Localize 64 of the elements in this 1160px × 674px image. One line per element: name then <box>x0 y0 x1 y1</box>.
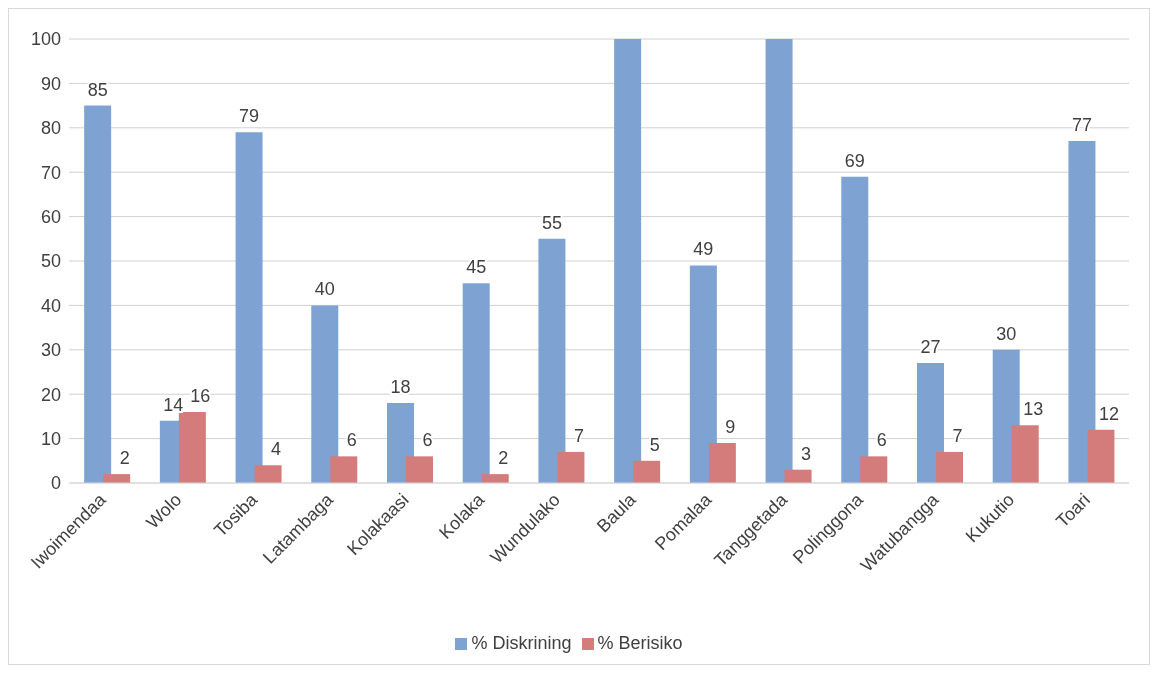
bar <box>708 443 736 483</box>
bar <box>765 39 793 483</box>
bar <box>936 451 963 483</box>
bar <box>481 474 509 483</box>
data-label: 6 <box>422 430 433 451</box>
data-label: 13 <box>1023 399 1044 420</box>
data-label: 27 <box>920 337 941 358</box>
data-label: 49 <box>693 239 714 260</box>
y-tick-label: 30 <box>40 340 61 361</box>
bar <box>1011 425 1039 483</box>
bar <box>103 474 131 483</box>
bar <box>254 465 282 483</box>
data-label: 12 <box>1098 403 1119 424</box>
bar <box>1087 429 1115 483</box>
bar <box>235 132 263 483</box>
bar <box>557 451 585 483</box>
bar <box>689 265 717 483</box>
y-tick-label: 90 <box>40 73 61 94</box>
bar <box>784 469 812 483</box>
y-tick-label: 60 <box>40 206 61 227</box>
data-label: 16 <box>190 385 211 406</box>
y-tick-label: 70 <box>40 162 61 183</box>
y-tick-label: 80 <box>40 118 61 139</box>
data-label: 7 <box>952 425 963 446</box>
data-label: 45 <box>466 257 487 278</box>
y-tick-label: 100 <box>30 29 61 50</box>
bar <box>633 460 661 483</box>
y-tick-label: 50 <box>40 251 61 272</box>
data-label: 77 <box>1071 115 1092 136</box>
data-label: 4 <box>271 439 282 460</box>
bar <box>178 411 206 483</box>
y-tick-label: 0 <box>50 473 61 494</box>
data-label: 3 <box>801 443 812 464</box>
data-label: 85 <box>87 79 108 100</box>
data-label: 18 <box>390 377 411 398</box>
y-tick-label: 20 <box>40 384 61 405</box>
data-label: 69 <box>844 150 865 171</box>
data-label: 9 <box>725 417 736 438</box>
data-label: 2 <box>119 448 130 469</box>
bar <box>462 283 490 483</box>
legend-label: % Diskrining <box>471 633 572 653</box>
bar <box>614 39 642 483</box>
bar <box>917 363 944 483</box>
bar <box>538 238 566 483</box>
y-tick-label: 10 <box>40 428 61 449</box>
data-label: 6 <box>876 430 887 451</box>
data-label: 79 <box>239 106 260 127</box>
bar <box>406 456 433 483</box>
data-label: 2 <box>498 448 509 469</box>
data-label: 5 <box>649 434 660 455</box>
bar <box>1068 141 1096 483</box>
data-label: 40 <box>314 279 335 300</box>
data-label: 14 <box>163 394 184 415</box>
bar <box>860 456 888 483</box>
bar <box>841 176 869 483</box>
data-label: 6 <box>346 430 357 451</box>
bar <box>330 456 358 483</box>
bar <box>84 105 112 483</box>
y-tick-label: 40 <box>40 295 61 316</box>
data-label: 30 <box>996 323 1017 344</box>
data-label: 7 <box>573 425 584 446</box>
legend-label: % Berisiko <box>597 633 683 653</box>
data-label: 55 <box>541 212 562 233</box>
bar <box>311 305 339 483</box>
